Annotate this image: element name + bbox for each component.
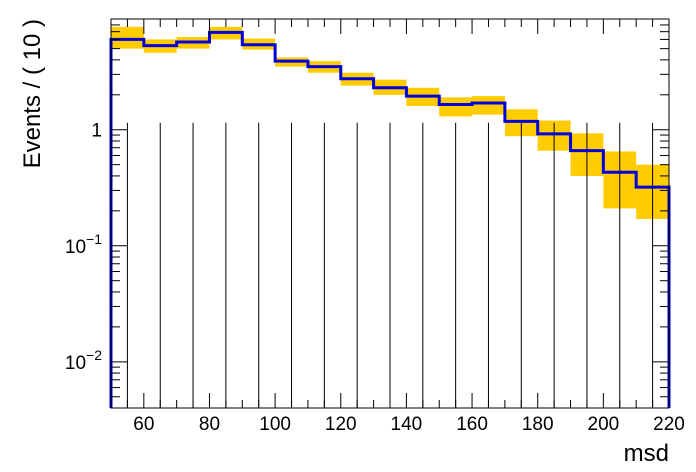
y-tick-labels: 1 10−1 10−2 bbox=[65, 121, 102, 374]
x-tick-label: 160 bbox=[456, 414, 488, 435]
axis-ticks bbox=[110, 18, 670, 409]
x-tick-labels: 60 80 100 120 140 160 180 200 220 bbox=[133, 414, 685, 435]
x-tick-label: 140 bbox=[391, 414, 423, 435]
x-tick-label: 220 bbox=[653, 414, 685, 435]
x-axis-title: msd bbox=[624, 440, 669, 467]
error-band-bin bbox=[472, 96, 505, 115]
data-points bbox=[126, 122, 654, 408]
error-band-bin bbox=[111, 26, 144, 49]
y-tick-label: 10−2 bbox=[65, 347, 102, 374]
x-tick-label: 180 bbox=[522, 414, 554, 435]
x-tick-label: 100 bbox=[259, 414, 291, 435]
fit-step-line bbox=[109, 30, 671, 408]
error-band-bin bbox=[439, 97, 473, 117]
x-tick-label: 120 bbox=[325, 414, 357, 435]
y-axis-title: Events / ( 10 ) bbox=[19, 19, 46, 168]
x-tick-label: 80 bbox=[199, 414, 220, 435]
y-tick-label: 10−1 bbox=[65, 231, 102, 258]
x-tick-label: 60 bbox=[133, 414, 154, 435]
y-tick-label: 1 bbox=[91, 121, 102, 142]
x-tick-label: 200 bbox=[588, 414, 620, 435]
fit-curve bbox=[109, 30, 671, 408]
